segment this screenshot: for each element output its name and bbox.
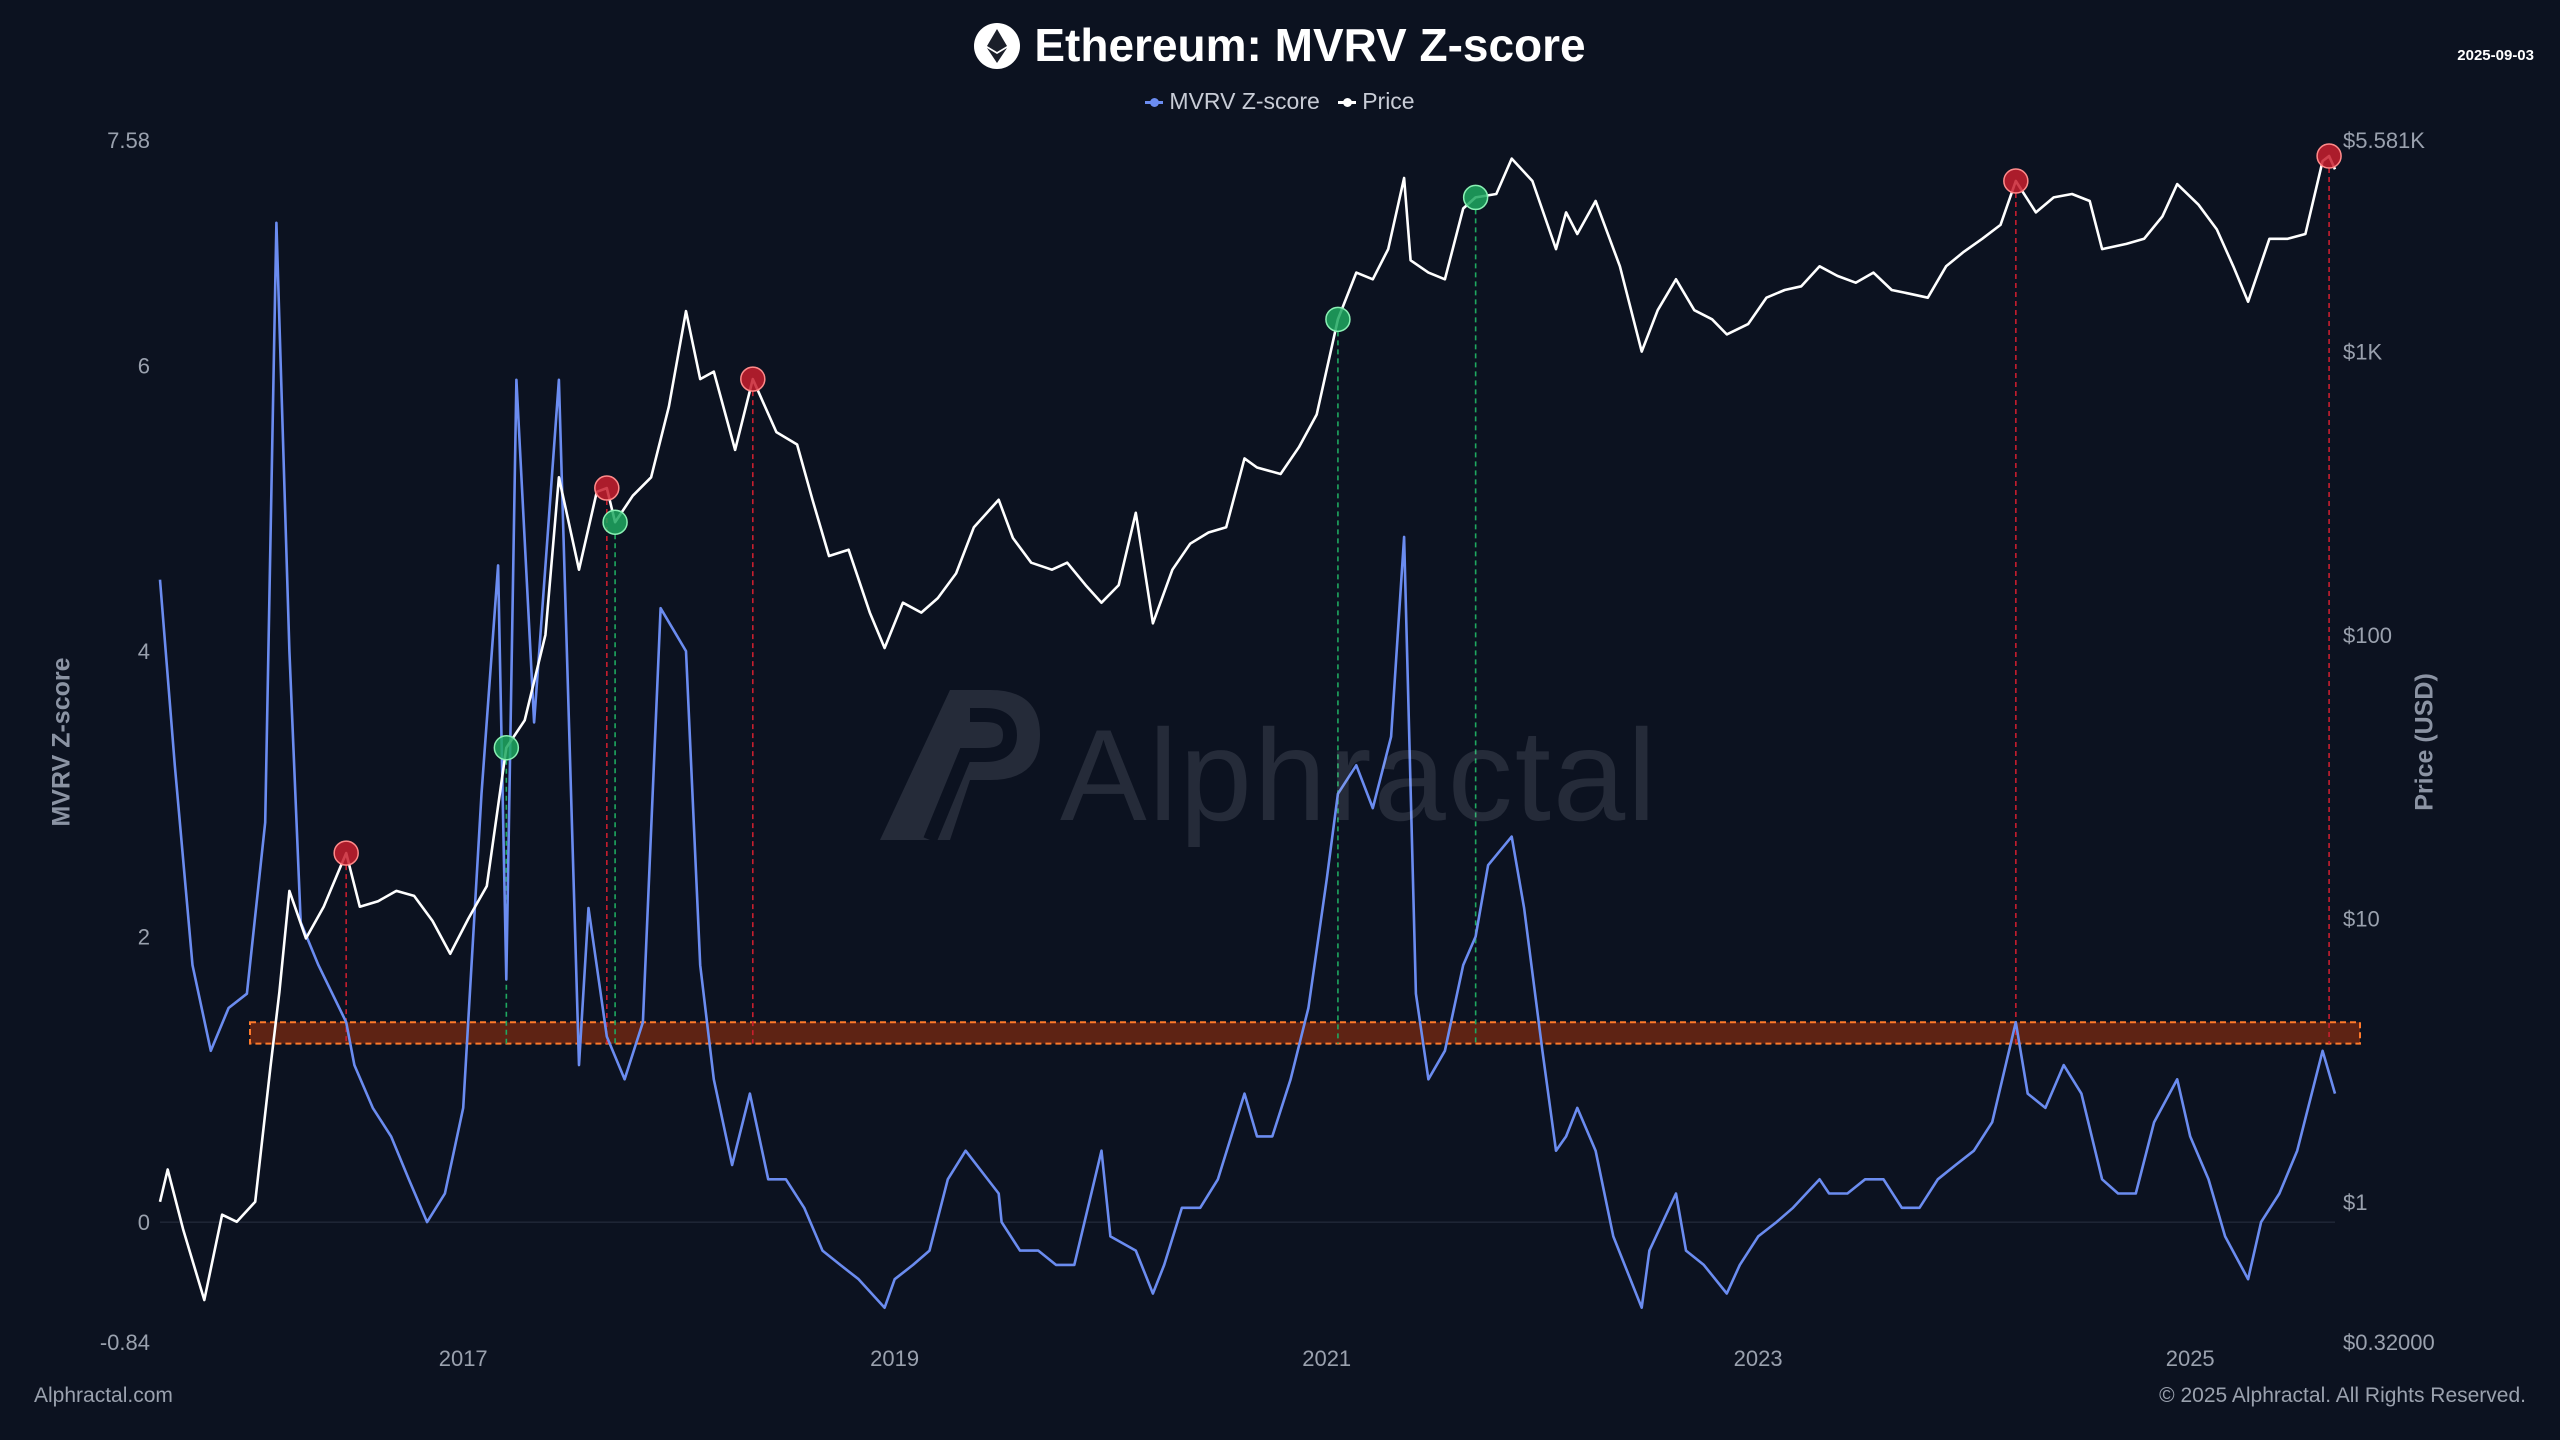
- y-left-tick-label: 6: [138, 354, 150, 379]
- signal-marker-top[interactable]: [333, 840, 359, 866]
- x-tick-label: 2017: [439, 1346, 488, 1371]
- ethereum-logo-icon: [974, 23, 1021, 69]
- signal-marker-bottom[interactable]: [1325, 306, 1351, 333]
- x-tick-label: 2021: [1302, 1346, 1351, 1371]
- x-tick-label: 2023: [1734, 1346, 1783, 1371]
- chart-date: 2025-09-03: [2457, 47, 2534, 64]
- chart-legend: MVRV Z-score Price: [0, 88, 2560, 115]
- watermark-text: Alphractal: [1060, 702, 1659, 848]
- legend-label-price: Price: [1362, 88, 1415, 114]
- y-right-tick-label: $1: [2343, 1190, 2367, 1215]
- footer-site[interactable]: Alphractal.com: [34, 1384, 173, 1407]
- legend-swatch-mvrv: [1145, 98, 1164, 108]
- x-tick-label: 2025: [2166, 1346, 2215, 1371]
- signal-marker-top[interactable]: [740, 366, 766, 392]
- y-right-tick-label: $0.32000: [2343, 1330, 2435, 1355]
- signal-marker-top[interactable]: [2003, 168, 2029, 194]
- y-axis-left-label: MVRV Z-score: [47, 657, 76, 827]
- y-left-tick-label: 2: [138, 925, 150, 950]
- legend-label-mvrv: MVRV Z-score: [1169, 88, 1320, 114]
- y-left-tick-label: 4: [138, 639, 150, 664]
- y-axis-right-label: Price (USD): [2410, 673, 2439, 811]
- y-left-tick-label: 7.58: [107, 128, 150, 153]
- y-right-tick-label: $100: [2343, 623, 2392, 648]
- signal-marker-bottom[interactable]: [602, 509, 628, 535]
- y-left-tick-label: 0: [138, 1210, 150, 1235]
- signal-marker-bottom[interactable]: [493, 735, 520, 761]
- signal-marker-bottom[interactable]: [1462, 184, 1489, 211]
- y-right-tick-label: $5.581K: [2343, 128, 2425, 153]
- legend-item-mvrv[interactable]: MVRV Z-score: [1145, 88, 1320, 115]
- alphractal-logo-icon: [880, 690, 1040, 843]
- footer-copyright: © 2025 Alphractal. All Rights Reserved.: [2159, 1384, 2526, 1407]
- series-line-mvrv: [158, 221, 2337, 1309]
- y-left-tick-label: -0.84: [100, 1330, 150, 1355]
- legend-swatch-price: [1338, 98, 1357, 108]
- y-right-tick-label: $10: [2343, 906, 2380, 931]
- watermark: Alphractal: [870, 680, 1700, 850]
- legend-item-price[interactable]: Price: [1338, 88, 1415, 115]
- signal-marker-top[interactable]: [2316, 143, 2342, 169]
- chart-title-text: Ethereum: MVRV Z-score: [1034, 19, 1586, 71]
- y-right-tick-label: $1K: [2343, 340, 2382, 365]
- x-tick-label: 2019: [870, 1346, 919, 1371]
- chart-title: Ethereum: MVRV Z-score: [0, 18, 2560, 72]
- signal-marker-top[interactable]: [594, 475, 620, 501]
